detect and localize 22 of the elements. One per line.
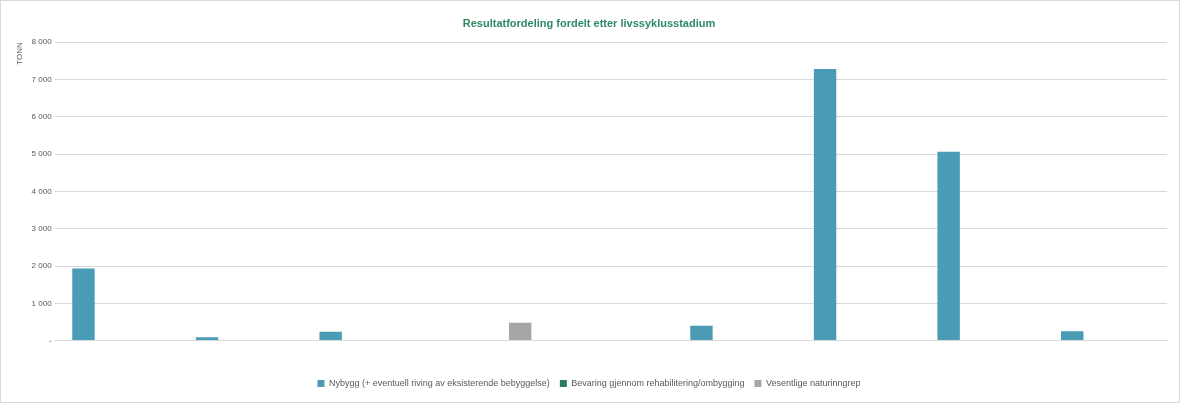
y-tick-label: 5 000	[31, 149, 53, 159]
bar	[813, 69, 837, 341]
legend-label: Bevaring gjennom rehabilitering/ombygging	[571, 377, 745, 388]
y-tick-label: 4 000	[31, 186, 53, 196]
y-tick-label: 3 000	[31, 223, 53, 233]
chart-title: Resultatfordeling fordelt etter livssyklusstadium	[462, 16, 716, 29]
bar	[1061, 331, 1084, 341]
bar	[319, 331, 342, 341]
y-axis-title: TONN	[15, 41, 24, 65]
y-tick-label: 7 000	[31, 74, 53, 84]
legend-label: Nybygg (+ eventuell riving av eksisterende bebyggelse)	[328, 377, 550, 388]
bar	[508, 322, 532, 341]
y-tick-label: 6 000	[31, 112, 53, 121]
y-tick-label: 1 000	[31, 298, 53, 308]
bar	[690, 325, 713, 341]
y-tick-label: 8 000	[31, 37, 53, 47]
bar	[72, 268, 95, 341]
bar	[195, 337, 219, 341]
y-tick-label: 2 000	[31, 261, 53, 271]
legend-label: Vesentlige naturinngrep	[765, 377, 861, 388]
bar	[937, 151, 960, 341]
y-tick-label: -	[48, 335, 52, 345]
